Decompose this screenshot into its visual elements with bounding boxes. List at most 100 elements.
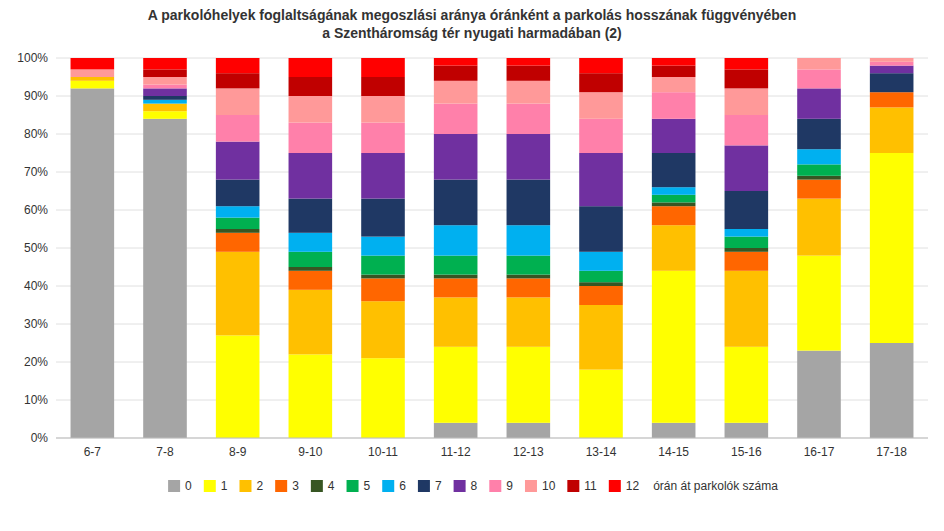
bar-segment (507, 278, 551, 297)
bar-segment (216, 142, 260, 180)
series (143, 66, 913, 207)
legend-label: 3 (292, 479, 299, 493)
series (143, 100, 841, 271)
legend-swatch (525, 480, 537, 492)
title-line: A parkolóhelyek foglaltságának megoszlás… (148, 7, 796, 23)
bar-segment (725, 58, 769, 69)
bar-segment (507, 423, 551, 438)
bar-segment (507, 66, 551, 81)
bar-segment (507, 256, 551, 275)
bar-segment (652, 58, 696, 66)
legend-item: 1 (204, 479, 228, 493)
bar-segment (71, 81, 115, 89)
bar-segment (143, 58, 187, 69)
bar-segment (579, 119, 623, 153)
y-tick-label: 10% (24, 393, 48, 407)
bar-segment (725, 271, 769, 347)
y-tick-label: 20% (24, 355, 48, 369)
x-axis: 6-77-88-99-1010-1111-1212-1313-1414-1515… (56, 438, 928, 459)
legend-label: 2 (256, 479, 263, 493)
bar-segment (71, 69, 115, 77)
legend-swatch (347, 480, 359, 492)
bar-segment (652, 202, 696, 206)
bar-segment (507, 134, 551, 180)
bar-segment (579, 370, 623, 438)
bar-segment (143, 88, 187, 96)
bar-segment (507, 275, 551, 279)
legend-swatch (204, 480, 216, 492)
bar-segment (725, 248, 769, 252)
series (143, 73, 913, 252)
bar-segment (71, 88, 115, 438)
legend-swatch (609, 480, 621, 492)
bar-segment (579, 153, 623, 206)
legend-item: 7 (418, 479, 442, 493)
grid-line (56, 438, 928, 439)
bar-segment (143, 77, 187, 85)
bar-segment (216, 206, 260, 217)
bar-segment (434, 180, 478, 226)
bar-segment (434, 256, 478, 275)
bar-segment (434, 134, 478, 180)
bar-segment (143, 100, 187, 104)
bar-segment (216, 229, 260, 233)
bar-segment (289, 123, 333, 153)
bar-segment (797, 149, 841, 164)
bar-segment (361, 275, 405, 279)
bar-segment (579, 252, 623, 271)
bar-segment (434, 423, 478, 438)
series (71, 77, 914, 370)
legend-label: 6 (399, 479, 406, 493)
bar-segment (652, 225, 696, 271)
bar-segment (797, 256, 841, 351)
bar-segment (289, 267, 333, 271)
annotation: órán át parkolók száma (653, 479, 778, 493)
bar-segment (71, 77, 115, 81)
bar-segment (434, 297, 478, 346)
series (71, 58, 769, 77)
bar-segment (289, 290, 333, 355)
bar-segment (143, 85, 187, 89)
bar-segment (652, 77, 696, 92)
bar-segment (652, 195, 696, 203)
bar-segment (216, 233, 260, 252)
bar-segment (289, 271, 333, 290)
bar-segment (797, 351, 841, 438)
x-tick-label: 6-7 (84, 445, 102, 459)
bar-segment (507, 104, 551, 134)
bar-segment (870, 73, 914, 92)
bar-segment (289, 77, 333, 96)
bar-segment (652, 206, 696, 225)
legend-swatch (168, 480, 180, 492)
bar-segment (289, 252, 333, 267)
legend-item: 4 (311, 479, 335, 493)
bar-segment (434, 58, 478, 66)
series (71, 81, 914, 438)
bar-segment (797, 180, 841, 199)
legend-swatch (454, 480, 466, 492)
legend-swatch (239, 480, 251, 492)
bar-segment (434, 278, 478, 297)
legend-label: 7 (435, 479, 442, 493)
legend-label: 10 (542, 479, 556, 493)
bar-segment (870, 343, 914, 438)
series (216, 92, 914, 305)
bar-segment (143, 96, 187, 100)
bar-segment (725, 347, 769, 423)
legend-swatch (418, 480, 430, 492)
y-tick-label: 60% (24, 203, 48, 217)
bar-segment (434, 66, 478, 81)
bar-segment (71, 58, 115, 69)
bar-segment (579, 271, 623, 282)
bar-segment (870, 58, 914, 59)
bar-segment (725, 88, 769, 115)
bar-segment (507, 347, 551, 423)
bar-segment (143, 111, 187, 119)
x-tick-label: 16-17 (804, 445, 835, 459)
bar-segment (361, 96, 405, 123)
bar-segment (361, 358, 405, 438)
bar-segment (507, 225, 551, 255)
legend-swatch (275, 480, 287, 492)
bar-segment (216, 58, 260, 73)
legend-swatch (382, 480, 394, 492)
